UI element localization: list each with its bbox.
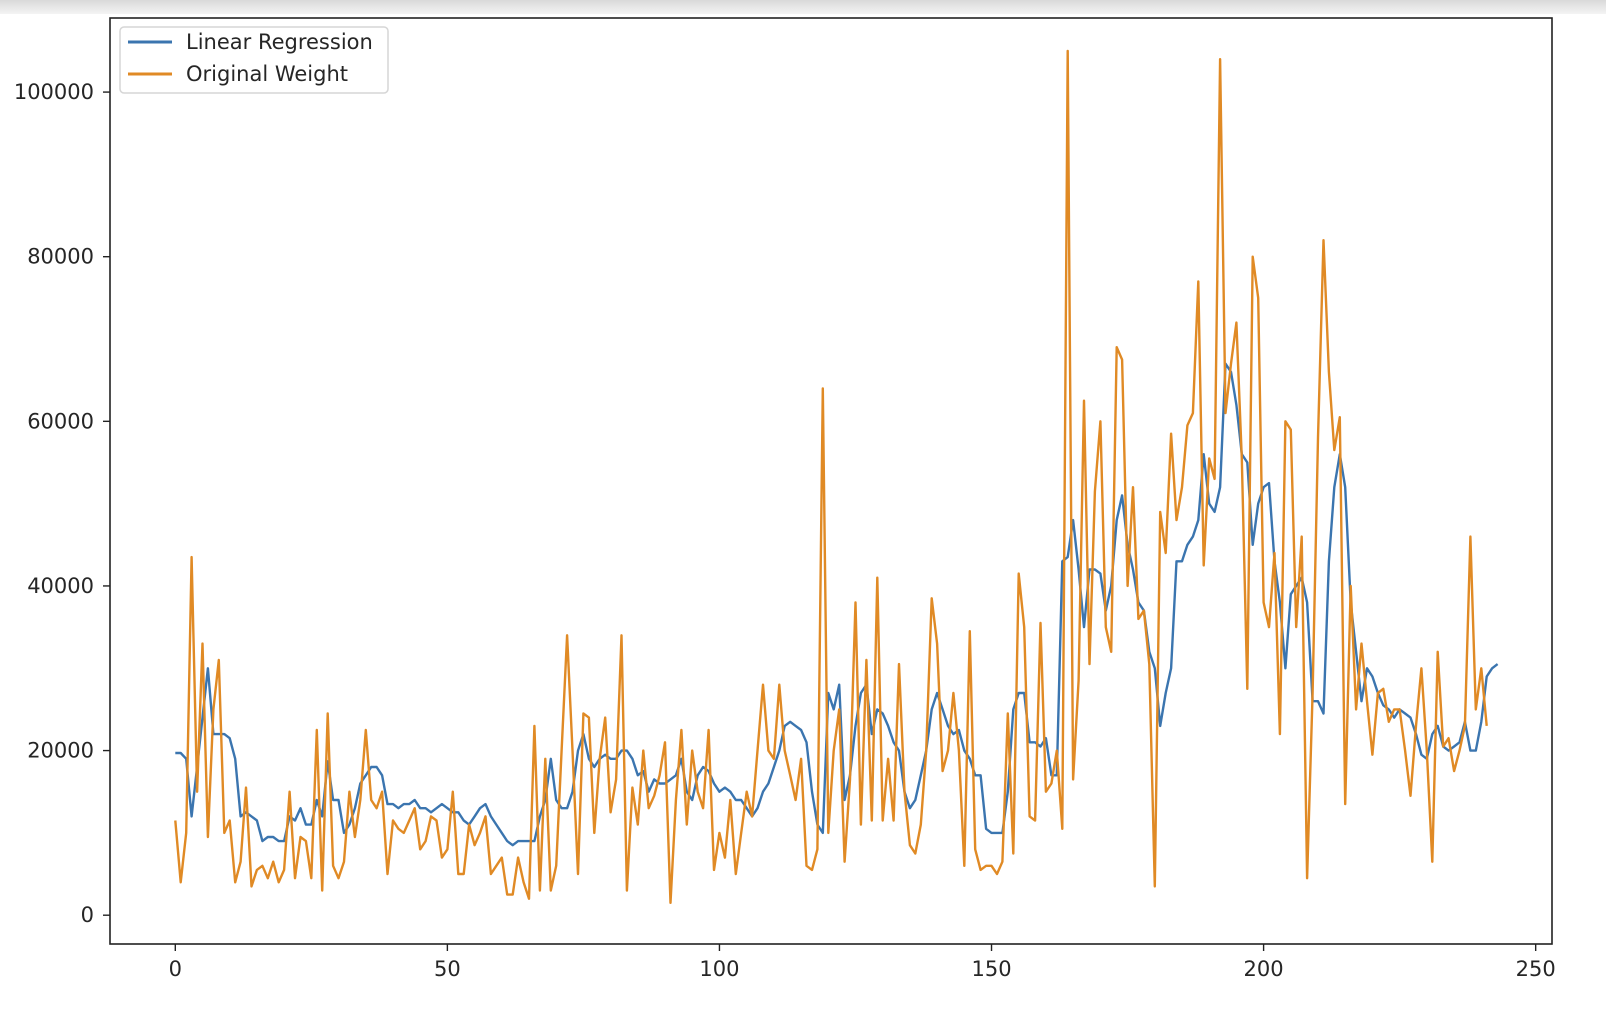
y-tick-label: 20000 bbox=[27, 739, 94, 763]
legend-label-original-weight: Original Weight bbox=[186, 62, 348, 86]
y-axis: 0 20000 40000 60000 80000 100000 bbox=[14, 80, 110, 927]
x-tick-label: 100 bbox=[699, 957, 739, 981]
legend: Linear Regression Original Weight bbox=[119, 26, 389, 94]
x-tick-label: 0 bbox=[169, 957, 182, 981]
y-tick-label: 100000 bbox=[14, 80, 94, 104]
legend-label-linear-regression: Linear Regression bbox=[186, 30, 373, 54]
series-line-original-weight bbox=[174, 49, 1488, 904]
y-tick-label: 80000 bbox=[27, 245, 94, 269]
legend-box bbox=[119, 26, 389, 94]
series-line-linear-regression bbox=[175, 362, 1499, 847]
x-axis: 0 50 100 150 200 250 bbox=[169, 944, 1556, 981]
x-tick-label: 50 bbox=[434, 957, 461, 981]
window-top-strip bbox=[0, 0, 1606, 14]
y-tick-label: 60000 bbox=[27, 409, 94, 433]
series-layer bbox=[174, 49, 1499, 904]
x-tick-label: 200 bbox=[1244, 957, 1284, 981]
x-tick-label: 150 bbox=[971, 957, 1011, 981]
y-tick-label: 40000 bbox=[27, 574, 94, 598]
y-tick-label: 0 bbox=[81, 903, 94, 927]
x-tick-label: 250 bbox=[1516, 957, 1556, 981]
